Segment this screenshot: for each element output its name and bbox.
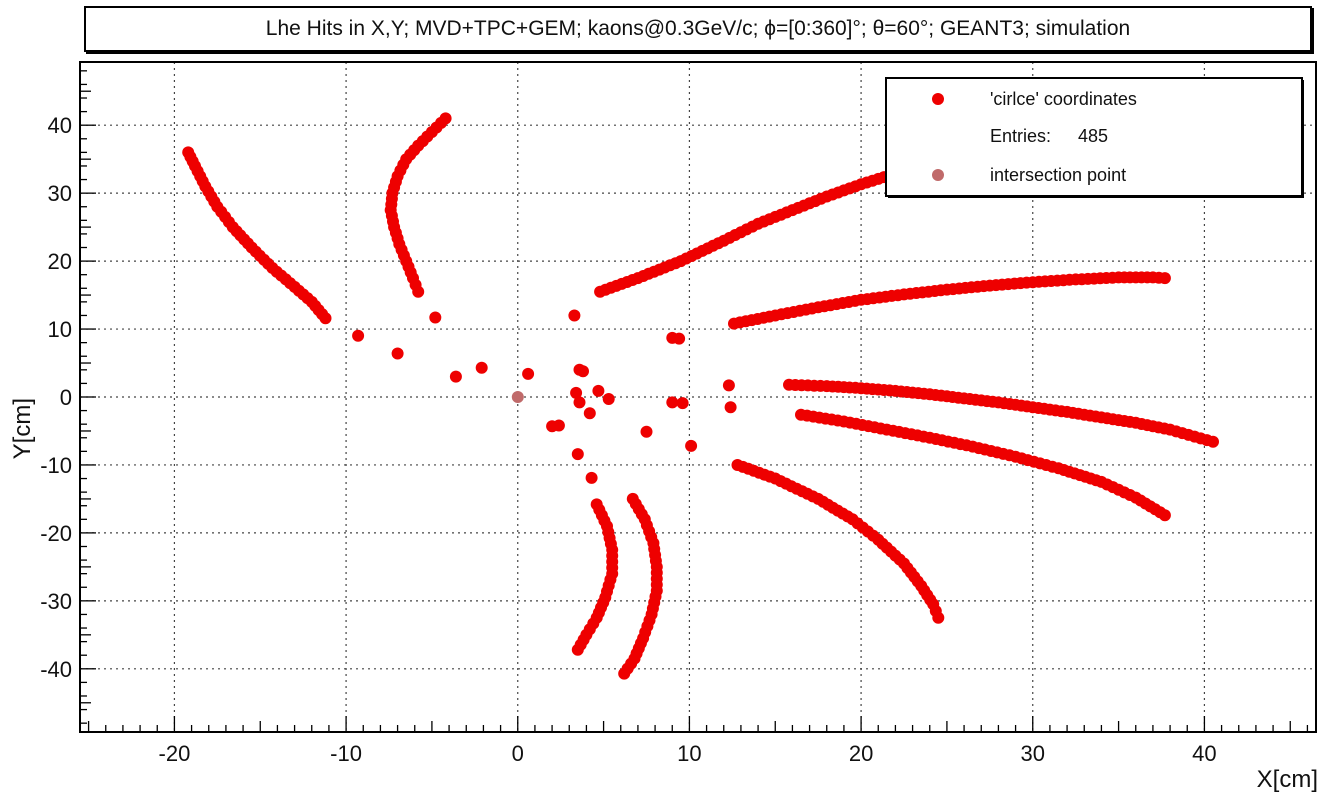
legend-box xyxy=(885,77,1303,197)
x-tick-label: 40 xyxy=(1192,741,1216,766)
chart-title: Lhe Hits in X,Y; MVD+TPC+GEM; kaons@0.3G… xyxy=(84,6,1312,52)
data-point xyxy=(592,384,605,397)
legend-marker-circle-coordinates xyxy=(932,93,944,105)
data-point xyxy=(573,396,586,409)
x-axis: -20 -10 0 10 20 30 40 xyxy=(87,716,1309,766)
data-point xyxy=(724,401,737,414)
data-point xyxy=(319,312,332,325)
x-tick-label: -20 xyxy=(159,741,191,766)
x-tick-label: 10 xyxy=(677,741,701,766)
data-point xyxy=(449,370,462,383)
data-points xyxy=(182,112,1219,680)
y-tick-label: -20 xyxy=(40,521,72,546)
data-point xyxy=(602,393,615,405)
data-point xyxy=(522,367,535,380)
x-axis-title: X[cm] xyxy=(1257,766,1318,793)
data-point xyxy=(546,420,559,433)
data-point xyxy=(568,309,581,322)
intersection-point xyxy=(511,391,524,403)
data-point xyxy=(391,347,404,360)
data-point xyxy=(577,365,589,378)
x-tick-label: -10 xyxy=(330,741,362,766)
data-point xyxy=(570,386,583,399)
data-point xyxy=(673,332,686,345)
data-point xyxy=(571,448,584,461)
y-tick-label: -30 xyxy=(40,589,72,614)
legend-entries-label: Entries: xyxy=(990,126,1051,146)
data-point xyxy=(618,667,631,680)
y-tick-label: 10 xyxy=(48,317,72,342)
data-point xyxy=(932,611,945,624)
x-tick-label: 0 xyxy=(512,741,524,766)
data-point xyxy=(1158,272,1171,285)
y-tick-label: 40 xyxy=(48,113,72,138)
legend-entries-value: 485 xyxy=(1078,126,1108,146)
data-point xyxy=(352,329,365,342)
data-point xyxy=(585,471,598,484)
data-point xyxy=(676,397,689,410)
data-point xyxy=(429,311,442,324)
y-axis: -40 -30 -20 -10 0 10 20 30 40 xyxy=(40,70,96,724)
y-tick-label: 20 xyxy=(48,249,72,274)
data-point xyxy=(1158,509,1171,522)
x-tick-label: 30 xyxy=(1021,741,1045,766)
data-point xyxy=(412,285,425,298)
legend-marker-intersection-point xyxy=(932,169,944,181)
legend-label-intersection-point: intersection point xyxy=(990,165,1126,185)
data-point xyxy=(685,439,698,452)
y-tick-label: 30 xyxy=(48,181,72,206)
x-tick-label: 20 xyxy=(849,741,873,766)
data-point xyxy=(640,425,653,438)
data-point xyxy=(571,643,584,656)
y-tick-label: 0 xyxy=(60,385,72,410)
y-axis-title: Y[cm] xyxy=(9,398,36,459)
legend-label-circle-coordinates: 'cirlce' coordinates xyxy=(990,89,1137,109)
y-tick-label: -10 xyxy=(40,453,72,478)
data-point xyxy=(722,379,735,392)
data-point xyxy=(666,396,679,409)
grid xyxy=(80,62,1316,732)
legend: 'cirlce' coordinates Entries: 485 inters… xyxy=(885,77,1304,198)
y-tick-label: -40 xyxy=(40,657,72,682)
data-point xyxy=(583,407,596,420)
data-point xyxy=(475,361,488,374)
data-point xyxy=(1207,435,1219,448)
